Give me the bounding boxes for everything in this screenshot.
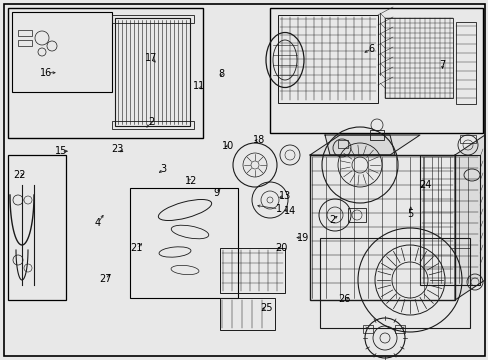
Bar xyxy=(369,130,383,140)
Text: 8: 8 xyxy=(218,69,224,79)
Bar xyxy=(455,22,475,104)
Bar xyxy=(419,155,479,285)
Bar xyxy=(347,208,365,222)
Bar xyxy=(8,155,66,300)
Bar xyxy=(319,238,469,328)
Text: 27: 27 xyxy=(99,274,111,284)
Text: 21: 21 xyxy=(130,243,143,253)
Bar xyxy=(309,155,454,300)
Text: 3: 3 xyxy=(161,164,166,174)
Text: 22: 22 xyxy=(13,170,26,180)
Bar xyxy=(12,12,112,92)
Text: 2: 2 xyxy=(329,215,335,225)
Bar xyxy=(18,30,32,36)
Text: 1: 1 xyxy=(275,204,281,214)
Polygon shape xyxy=(454,135,484,300)
Bar xyxy=(384,18,452,98)
Text: 11: 11 xyxy=(193,81,205,91)
Text: 6: 6 xyxy=(368,44,374,54)
Text: 18: 18 xyxy=(252,135,265,145)
Text: 5: 5 xyxy=(407,209,413,219)
Bar xyxy=(278,15,377,103)
Text: 20: 20 xyxy=(274,243,287,253)
Bar xyxy=(220,248,285,293)
Bar xyxy=(115,18,190,126)
Bar xyxy=(269,8,482,133)
Bar xyxy=(112,121,194,129)
Bar xyxy=(8,8,203,138)
Bar xyxy=(112,15,194,23)
Bar xyxy=(362,325,372,333)
Text: 17: 17 xyxy=(145,53,158,63)
Bar xyxy=(337,140,347,148)
Bar xyxy=(220,298,274,330)
Text: 2: 2 xyxy=(148,117,154,127)
Bar xyxy=(394,325,404,333)
Polygon shape xyxy=(309,135,419,155)
Text: 7: 7 xyxy=(439,60,445,70)
Text: 19: 19 xyxy=(296,233,309,243)
Text: 16: 16 xyxy=(40,68,53,78)
Text: 23: 23 xyxy=(111,144,123,154)
Text: 15: 15 xyxy=(55,146,67,156)
Text: 26: 26 xyxy=(338,294,350,304)
Text: 4: 4 xyxy=(95,218,101,228)
Text: 10: 10 xyxy=(222,141,234,151)
Text: 14: 14 xyxy=(283,206,296,216)
Text: 24: 24 xyxy=(418,180,431,190)
Polygon shape xyxy=(325,135,394,155)
Text: 9: 9 xyxy=(213,188,219,198)
Bar xyxy=(18,40,32,46)
Text: 12: 12 xyxy=(184,176,197,186)
Text: 13: 13 xyxy=(278,191,291,201)
Bar xyxy=(459,135,475,143)
Text: 25: 25 xyxy=(260,303,272,313)
Bar xyxy=(130,188,238,298)
